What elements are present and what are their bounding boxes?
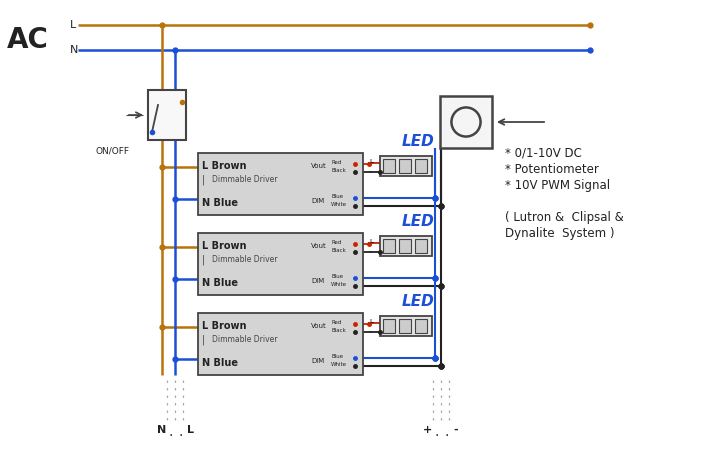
Text: Red: Red [331, 321, 341, 326]
Text: N Blue: N Blue [202, 198, 238, 208]
Text: Black: Black [331, 168, 346, 173]
Bar [198, 153, 363, 215]
Text: -: - [368, 326, 372, 336]
Text: ON/OFF: ON/OFF [96, 146, 130, 155]
Text: DIM: DIM [311, 278, 324, 284]
Text: Black: Black [331, 329, 346, 334]
Text: L Brown: L Brown [202, 321, 247, 331]
Text: +: + [366, 158, 374, 168]
Text: Dimmable Driver: Dimmable Driver [212, 175, 277, 184]
Bar [415, 159, 427, 173]
Text: .: . [168, 425, 172, 439]
Text: Dynalite  System ): Dynalite System ) [505, 227, 615, 240]
Text: N: N [70, 45, 79, 55]
Text: DIM: DIM [311, 358, 324, 364]
Bar [440, 96, 492, 148]
Bar [383, 159, 395, 173]
Text: +: + [423, 425, 432, 435]
Text: N: N [157, 425, 166, 435]
Text: * Potentiometer: * Potentiometer [505, 163, 599, 176]
Text: L Brown: L Brown [202, 241, 247, 251]
Text: Black: Black [331, 248, 346, 253]
Text: -: - [368, 246, 372, 256]
Text: AC: AC [7, 26, 49, 54]
Bar [415, 319, 427, 333]
Bar [383, 239, 395, 253]
Text: * 10V PWM Signal: * 10V PWM Signal [505, 179, 610, 192]
Text: |: | [202, 254, 205, 265]
Bar [380, 236, 432, 256]
Text: Red: Red [331, 241, 341, 246]
Text: |: | [202, 335, 205, 345]
Text: White: White [331, 362, 347, 367]
Text: .: . [178, 425, 182, 439]
Bar [148, 90, 186, 140]
Text: LED: LED [401, 294, 435, 309]
Text: |: | [202, 174, 205, 185]
Text: Red: Red [331, 161, 341, 166]
Text: White: White [331, 202, 347, 207]
Text: LED: LED [401, 134, 435, 149]
Text: Vout: Vout [311, 163, 327, 169]
Text: +: + [366, 318, 374, 328]
Text: Vout: Vout [311, 323, 327, 329]
Text: Blue: Blue [331, 355, 343, 360]
Bar [198, 313, 363, 375]
Text: Blue: Blue [331, 194, 343, 199]
Text: N Blue: N Blue [202, 358, 238, 368]
Text: N Blue: N Blue [202, 278, 238, 288]
Bar [399, 239, 411, 253]
Bar [399, 159, 411, 173]
Bar [415, 239, 427, 253]
Text: Blue: Blue [331, 275, 343, 280]
Text: -: - [453, 425, 457, 435]
Text: -: - [368, 166, 372, 176]
Text: .: . [444, 425, 448, 439]
Bar [399, 319, 411, 333]
Text: Dimmable Driver: Dimmable Driver [212, 255, 277, 264]
Text: DIM: DIM [311, 198, 324, 204]
Text: L: L [70, 20, 77, 30]
Text: Dimmable Driver: Dimmable Driver [212, 335, 277, 344]
Text: ( Lutron &  Clipsal &: ( Lutron & Clipsal & [505, 211, 624, 224]
Text: Vout: Vout [311, 243, 327, 249]
Text: .: . [434, 425, 438, 439]
Text: LED: LED [401, 214, 435, 229]
Bar [380, 316, 432, 336]
Text: White: White [331, 282, 347, 287]
Text: * 0/1-10V DC: * 0/1-10V DC [505, 147, 582, 160]
Text: L Brown: L Brown [202, 161, 247, 171]
Bar [380, 156, 432, 176]
Text: L: L [187, 425, 194, 435]
Text: +: + [366, 238, 374, 248]
Bar [383, 319, 395, 333]
Bar [198, 233, 363, 295]
